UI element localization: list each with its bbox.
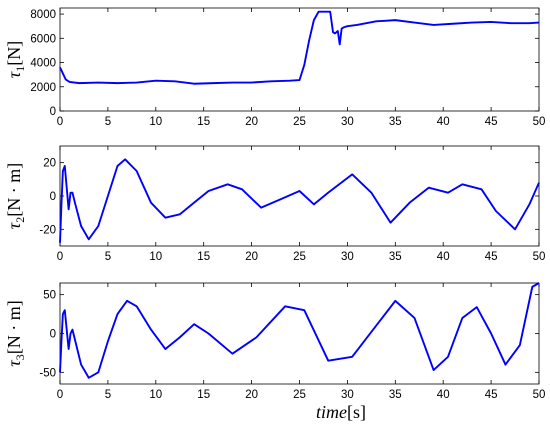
- x-tick-label: 25: [293, 116, 306, 128]
- x-tick-label: 35: [389, 116, 402, 128]
- y-axis-label: τ2[N · m]: [4, 163, 27, 229]
- data-series-line: [59, 282, 540, 379]
- x-tick-label: 40: [437, 251, 450, 263]
- x-tick-label: 45: [485, 116, 498, 128]
- x-tick-label: 50: [533, 116, 546, 128]
- y-tick-label: 0: [50, 106, 56, 118]
- y-axis-label: τ1[N]: [4, 41, 27, 78]
- x-tick-label: 25: [293, 251, 306, 263]
- x-tick-label: 5: [105, 251, 111, 263]
- x-tick-label: 10: [149, 251, 162, 263]
- y-tick-label: 4000: [30, 58, 56, 70]
- y-axis-label: τ3[N · m]: [4, 300, 27, 366]
- x-tick-label: 35: [389, 251, 402, 263]
- x-tick-label: 10: [149, 116, 162, 128]
- x-tick-label: 45: [485, 251, 498, 263]
- x-tick-label: 30: [341, 116, 354, 128]
- subplot-tau2: 0 5 10 15 20 25 30 35 40 45 50 -20 0 20 τ2[N · m]: [4, 145, 546, 263]
- x-tick-label: 0: [57, 389, 63, 401]
- x-tick-label: 15: [197, 116, 210, 128]
- x-tick-label: 40: [437, 389, 450, 401]
- x-tick-label: 5: [105, 389, 111, 401]
- x-tick-label: 15: [197, 251, 210, 263]
- x-tick-label: 0: [57, 116, 63, 128]
- plot-frame: [59, 282, 540, 385]
- x-tick-label: 30: [341, 251, 354, 263]
- x-tick-label: 20: [245, 251, 258, 263]
- y-tick-label: 8000: [30, 9, 56, 21]
- x-tick-label: 50: [533, 251, 546, 263]
- x-tick-label: 25: [293, 389, 306, 401]
- x-axis-label: time[s]: [316, 402, 366, 422]
- y-tick-label: 2000: [30, 82, 56, 94]
- y-tick-label: 50: [43, 290, 56, 302]
- x-tick-label: 30: [341, 389, 354, 401]
- y-tick-label: 20: [43, 158, 56, 170]
- x-tick-label: 45: [485, 389, 498, 401]
- y-tick-label: 0: [50, 329, 56, 341]
- x-tick-label: 50: [533, 389, 546, 401]
- x-tick-label: 5: [105, 116, 111, 128]
- y-tick-label: -50: [39, 367, 56, 379]
- x-tick-label: 20: [245, 116, 258, 128]
- x-tick-label: 15: [197, 389, 210, 401]
- x-tick-label: 40: [437, 116, 450, 128]
- data-series-line: [59, 10, 540, 85]
- data-series-line: [59, 158, 540, 243]
- y-tick-label: 0: [50, 191, 56, 203]
- x-tick-label: 35: [389, 389, 402, 401]
- y-tick-label: 6000: [30, 33, 56, 45]
- y-tick-label: -20: [39, 224, 56, 236]
- plot-frame: [59, 145, 540, 247]
- x-tick-label: 20: [245, 389, 258, 401]
- x-tick-label: 10: [149, 389, 162, 401]
- subplot-tau1: 0 5 10 15 20 25 30 35 40 45 50 0 2000 4000 6000 8000 τ1[…: [4, 7, 546, 128]
- x-tick-label: 0: [57, 251, 63, 263]
